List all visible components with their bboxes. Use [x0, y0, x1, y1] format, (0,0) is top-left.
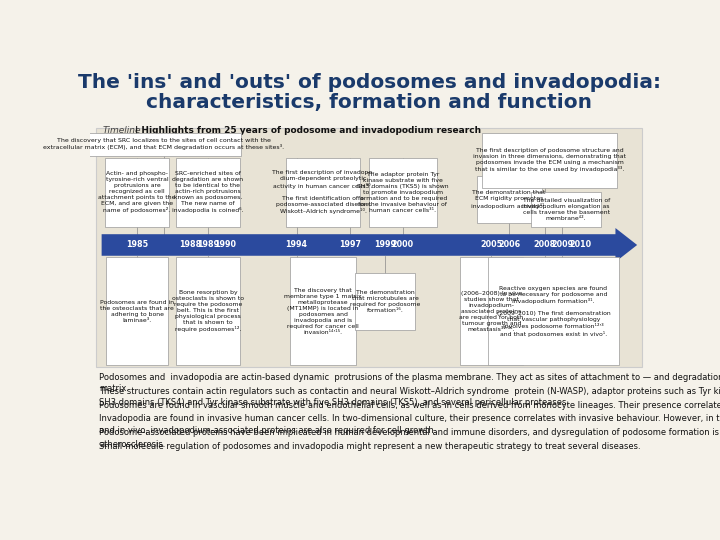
Text: The first description of podosome structure and
invasion in three dimensions, de: The first description of podosome struct… [473, 148, 626, 172]
Text: Invadopodia are found in invasive human cancer cells. In two-dimensional culture: Invadopodia are found in invasive human … [99, 414, 720, 435]
Text: Bone resorption by
osteoclasts is shown to
require the podosome
belt. This is th: Bone resorption by osteoclasts is shown … [172, 290, 244, 332]
Text: 1994: 1994 [286, 240, 307, 249]
Text: Podosomes and  invadopodia are actin-based dynamic  protrusions of the plasma me: Podosomes and invadopodia are actin-base… [99, 373, 720, 393]
Text: 1988: 1988 [179, 240, 202, 249]
FancyBboxPatch shape [106, 257, 168, 365]
Text: SRC-enriched sites of
degradation are shown
to be identical to the
actin-rich pr: SRC-enriched sites of degradation are sh… [172, 171, 244, 213]
FancyBboxPatch shape [477, 177, 541, 222]
Text: Actin- and phospho-
tyrosine-rich ventral
protrusions are
recognized as cell
att: Actin- and phospho- tyrosine-rich ventra… [99, 171, 176, 213]
FancyBboxPatch shape [287, 158, 360, 226]
Text: The demonstration that
ECM rigidity promotes
invadopodium activity⁴¹.: The demonstration that ECM rigidity prom… [472, 191, 547, 208]
FancyBboxPatch shape [355, 273, 415, 330]
Text: The first description of invadopo-
dium-dependent proteolytic
activity in human : The first description of invadopo- dium-… [272, 171, 374, 214]
FancyBboxPatch shape [369, 158, 437, 226]
Text: characteristics, formation and function: characteristics, formation and function [146, 92, 592, 112]
Text: 1997: 1997 [338, 240, 361, 249]
FancyBboxPatch shape [482, 132, 617, 188]
FancyBboxPatch shape [86, 132, 241, 156]
FancyBboxPatch shape [488, 257, 618, 365]
Text: 2000: 2000 [392, 240, 414, 249]
Text: Podosomes are found in vascular smooth muscle and endothelial cells, as well as : Podosomes are found in vascular smooth m… [99, 401, 720, 409]
FancyBboxPatch shape [176, 158, 240, 226]
Text: The 'ins' and 'outs' of podosomes and invadopodia:: The 'ins' and 'outs' of podosomes and in… [78, 72, 660, 91]
Text: Podosome-associated proteins have been implicated in human developmental and imm: Podosome-associated proteins have been i… [99, 428, 720, 449]
Text: 2010: 2010 [569, 240, 591, 249]
Text: Timeline: Timeline [102, 126, 141, 135]
Text: (2006–2008) In vivo
studies show that
invadopodium-
associated proteins
are requ: (2006–2008) In vivo studies show that in… [459, 291, 523, 332]
FancyBboxPatch shape [96, 128, 642, 367]
Text: Small-molecule regulation of podosomes and invadopodia might represent a new the: Small-molecule regulation of podosomes a… [99, 442, 641, 451]
Text: 1985: 1985 [126, 240, 148, 249]
Text: 1990: 1990 [215, 240, 237, 249]
Text: These structures contain actin regulators such as contactin and neural Wiskott–A: These structures contain actin regulator… [99, 387, 720, 407]
Text: The detailed visualization of
invadopodium elongation as
cells traverse the base: The detailed visualization of invadopodi… [523, 198, 610, 221]
Polygon shape [102, 228, 637, 262]
FancyBboxPatch shape [531, 192, 601, 226]
Text: Reactive oxygen species are found
to be necessary for podosome and
invadopodium : Reactive oxygen species are found to be … [497, 286, 611, 336]
Text: | Highlights from 25 years of podosome and invadopodium research: | Highlights from 25 years of podosome a… [135, 126, 481, 135]
Text: 2006: 2006 [498, 240, 521, 249]
Text: 1989: 1989 [197, 240, 219, 249]
Text: The discovery that SRC localizes to the sites of cell contact with the
extracell: The discovery that SRC localizes to the … [43, 138, 284, 150]
Text: 2008: 2008 [534, 240, 556, 249]
Text: 1999: 1999 [374, 240, 396, 249]
FancyBboxPatch shape [289, 257, 356, 365]
Text: The demonstration
that microtubules are
required for podosome
formation¹⁶.: The demonstration that microtubules are … [350, 290, 420, 313]
FancyBboxPatch shape [105, 158, 168, 226]
Text: The adaptor protein Tyr
kinase substrate with five
SH3 domains (TKS5) is shown
t: The adaptor protein Tyr kinase substrate… [357, 172, 449, 213]
FancyBboxPatch shape [176, 257, 240, 365]
Text: The discovery that
membrane type 1 matrix
metalloprotease
(MT1MMP) is located in: The discovery that membrane type 1 matri… [284, 288, 362, 335]
Text: 2005: 2005 [480, 240, 503, 249]
FancyBboxPatch shape [459, 257, 523, 365]
Text: Podosomes are found in
the osteoclasts that are
adhering to bone
laminae³.: Podosomes are found in the osteoclasts t… [100, 300, 174, 323]
Text: 2009: 2009 [552, 240, 573, 249]
